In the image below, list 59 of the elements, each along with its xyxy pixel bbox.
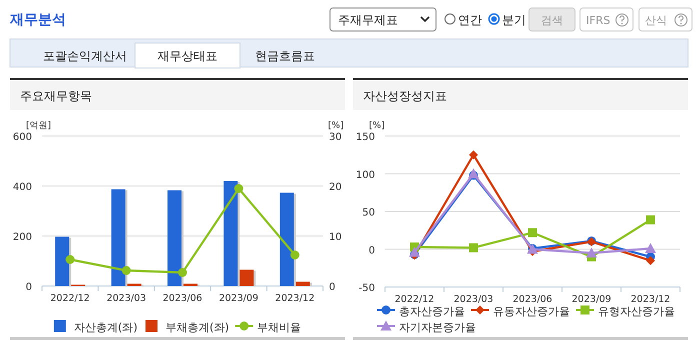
y2-tick-label: 20	[329, 182, 342, 193]
x-tick-label: 2023/12	[275, 293, 315, 304]
point	[290, 250, 300, 260]
x-tick-label: 2023/09	[218, 293, 258, 304]
x-tick-label: 2023/03	[454, 294, 494, 305]
y-tick-label: -50	[358, 283, 375, 294]
legend-label: 부채총계(좌)	[166, 321, 230, 334]
point	[469, 243, 478, 252]
x-tick-label: 2023/03	[106, 293, 146, 304]
y-tick-label: 600	[12, 132, 32, 143]
text: 현금흐름표	[255, 49, 315, 63]
y2-axis-title: [%]	[328, 121, 344, 131]
x-tick-label: 2023/06	[512, 294, 552, 305]
y-axis-title: [%]	[369, 121, 385, 131]
x-tick-label: 2023/09	[572, 294, 612, 305]
point	[586, 248, 597, 258]
point	[468, 168, 479, 178]
y-tick-label: 400	[12, 182, 32, 193]
x-tick-label: 2023/12	[630, 294, 670, 305]
point	[528, 228, 537, 238]
text: 검색	[541, 14, 563, 27]
text: 주재무제표	[338, 13, 398, 27]
y2-tick-label: 10	[329, 232, 342, 243]
text: 산식	[645, 14, 667, 27]
point	[178, 268, 187, 277]
point	[646, 256, 655, 266]
legend-label: 유형자산증가율	[598, 305, 675, 318]
legend-label: 유동자산증가율	[493, 305, 570, 318]
y-tick-label: 50	[362, 208, 375, 218]
legend-label: 총자산증가율	[399, 305, 465, 318]
legend-label: 자기자본증가율	[399, 321, 476, 334]
chart-title: 주요재무항목	[20, 89, 92, 103]
y-tick-label: 200	[12, 232, 32, 243]
y-tick-label: 0	[26, 282, 32, 293]
point	[645, 242, 656, 253]
chart-title: 자산성장성지표	[363, 89, 447, 103]
point	[122, 266, 131, 275]
point	[66, 255, 75, 264]
y-tick-label: 150	[356, 132, 375, 143]
point	[234, 184, 244, 193]
y2-tick-label: 30	[329, 132, 342, 143]
y-tick-label: 100	[356, 170, 375, 181]
point	[409, 246, 420, 257]
text: 재무분석	[9, 12, 66, 28]
text: 연간	[458, 13, 482, 27]
y-axis-title: [억원]	[26, 121, 52, 131]
x-tick-label: 2022/12	[394, 294, 434, 305]
legend-label: 자산총계(좌)	[74, 321, 138, 334]
text: 재무상태표	[158, 49, 218, 63]
y2-tick-label: 0	[329, 282, 336, 293]
point	[469, 150, 478, 160]
x-tick-label: 2022/12	[50, 293, 90, 304]
y-tick-label: 0	[368, 245, 375, 256]
legend-label: 부채비율	[257, 321, 302, 334]
text: IFRS	[586, 14, 610, 27]
x-tick-label: 2023/06	[162, 293, 202, 304]
text: 포괄손익계산서	[43, 49, 127, 63]
point	[646, 215, 655, 224]
text: 분기	[502, 13, 526, 27]
